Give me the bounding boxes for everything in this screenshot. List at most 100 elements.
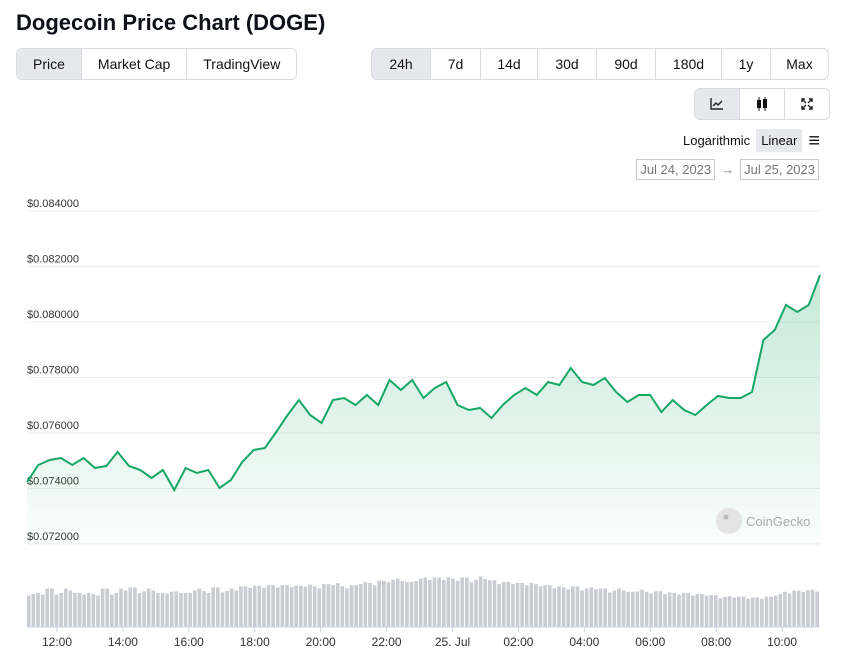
price-line <box>26 274 821 493</box>
volume-bar <box>778 594 783 627</box>
range-90d[interactable]: 90d <box>596 49 655 79</box>
volume-bar <box>607 592 612 627</box>
volume-bar <box>312 586 317 627</box>
volume-bar <box>68 590 73 627</box>
range-max[interactable]: Max <box>770 49 828 79</box>
range-1y[interactable]: 1y <box>721 49 770 79</box>
volume-bar <box>317 588 322 627</box>
volume-bar <box>372 585 377 627</box>
volume-bar <box>142 591 146 627</box>
price-area <box>27 275 820 544</box>
volume-bar <box>299 585 303 627</box>
volume-bar <box>547 585 552 627</box>
volume-bar <box>478 576 483 627</box>
volume-bar <box>248 587 252 627</box>
volume-bar <box>146 588 151 627</box>
volume-bar <box>358 584 363 627</box>
volume-bar <box>156 592 160 627</box>
volume-bar <box>151 590 156 627</box>
fullscreen-icon[interactable] <box>784 89 829 119</box>
volume-bar <box>626 591 630 627</box>
volume-bar <box>386 582 391 627</box>
volume-bar <box>428 579 432 627</box>
volume-bar <box>220 592 225 627</box>
volume-bar <box>229 588 234 627</box>
volume-bar <box>492 580 497 627</box>
volume-bar <box>718 598 723 627</box>
volume-bar <box>63 588 68 627</box>
volume-bar <box>630 591 635 627</box>
volume-bar <box>501 581 506 627</box>
volume-bar <box>243 586 248 627</box>
logarithmic-button[interactable]: Logarithmic <box>682 133 751 148</box>
volume-bar <box>810 589 815 627</box>
volume-bar <box>340 586 345 627</box>
volume-bar <box>713 595 718 627</box>
volume-bar <box>289 587 294 627</box>
volume-bar <box>322 584 326 627</box>
volume-bar <box>105 588 109 627</box>
volume-bar <box>483 578 488 627</box>
range-30d[interactable]: 30d <box>537 49 596 79</box>
volume-bar <box>285 585 289 627</box>
volume-bar <box>787 593 792 627</box>
range-tabs: 24h 7d 14d 30d 90d 180d 1y Max <box>371 48 829 80</box>
volume-bar <box>529 583 534 627</box>
volume-bar <box>303 586 308 627</box>
volume-bar <box>409 581 414 627</box>
volume-bar <box>464 577 469 627</box>
date-to-input[interactable]: Jul 25, 2023 <box>740 159 819 180</box>
volume-bar <box>557 586 561 627</box>
volume-bar <box>455 581 460 627</box>
x-tick-label: 10:00 <box>767 635 797 649</box>
volume-bar <box>77 592 82 627</box>
volume-bar <box>395 578 400 627</box>
candlestick-icon[interactable] <box>739 89 784 119</box>
volume-bar <box>773 595 778 627</box>
menu-icon[interactable]: ≡ <box>808 129 820 152</box>
volume-bar <box>31 594 36 627</box>
volume-bar <box>234 590 239 627</box>
date-from-input[interactable]: Jul 24, 2023 <box>636 159 716 180</box>
volume-bar <box>506 581 511 627</box>
volume-bar <box>451 578 455 627</box>
range-14d[interactable]: 14d <box>480 49 537 79</box>
tab-market-cap[interactable]: Market Cap <box>80 49 186 79</box>
tab-price[interactable]: Price <box>17 49 81 79</box>
volume-bar <box>649 593 654 627</box>
line-chart-icon[interactable] <box>695 89 739 119</box>
x-tick-label: 12:00 <box>42 635 72 649</box>
volume-bar <box>575 586 580 627</box>
volume-bar <box>755 597 760 627</box>
volume-bar <box>183 592 188 627</box>
volume-bar <box>561 587 566 627</box>
volume-bar <box>538 586 543 627</box>
volume-bar <box>59 592 63 627</box>
volume-bar <box>524 585 529 627</box>
range-180d[interactable]: 180d <box>655 49 721 79</box>
volume-bar <box>769 596 773 627</box>
volume-bar <box>169 591 174 627</box>
volume-bar <box>543 585 547 627</box>
linear-button[interactable]: Linear <box>756 129 803 152</box>
tab-tradingview[interactable]: TradingView <box>186 49 296 79</box>
volume-bar <box>50 588 54 627</box>
volume-bar <box>202 591 206 627</box>
volume-bar <box>584 588 589 627</box>
volume-bar <box>27 595 31 627</box>
range-7d[interactable]: 7d <box>430 49 480 79</box>
volume-bar <box>73 592 77 627</box>
volume-bar <box>414 581 418 627</box>
volume-bar <box>732 597 737 627</box>
volume-bar <box>363 581 368 627</box>
volume-bar <box>137 593 142 627</box>
x-tick-label: 02:00 <box>503 635 533 649</box>
volume-bar <box>160 592 165 627</box>
volume-bar <box>709 595 713 627</box>
volume-bar <box>640 589 644 627</box>
volume-bar <box>123 590 128 627</box>
volume-bar <box>594 589 598 627</box>
range-24h[interactable]: 24h <box>372 49 430 79</box>
volume-bar <box>677 594 681 627</box>
